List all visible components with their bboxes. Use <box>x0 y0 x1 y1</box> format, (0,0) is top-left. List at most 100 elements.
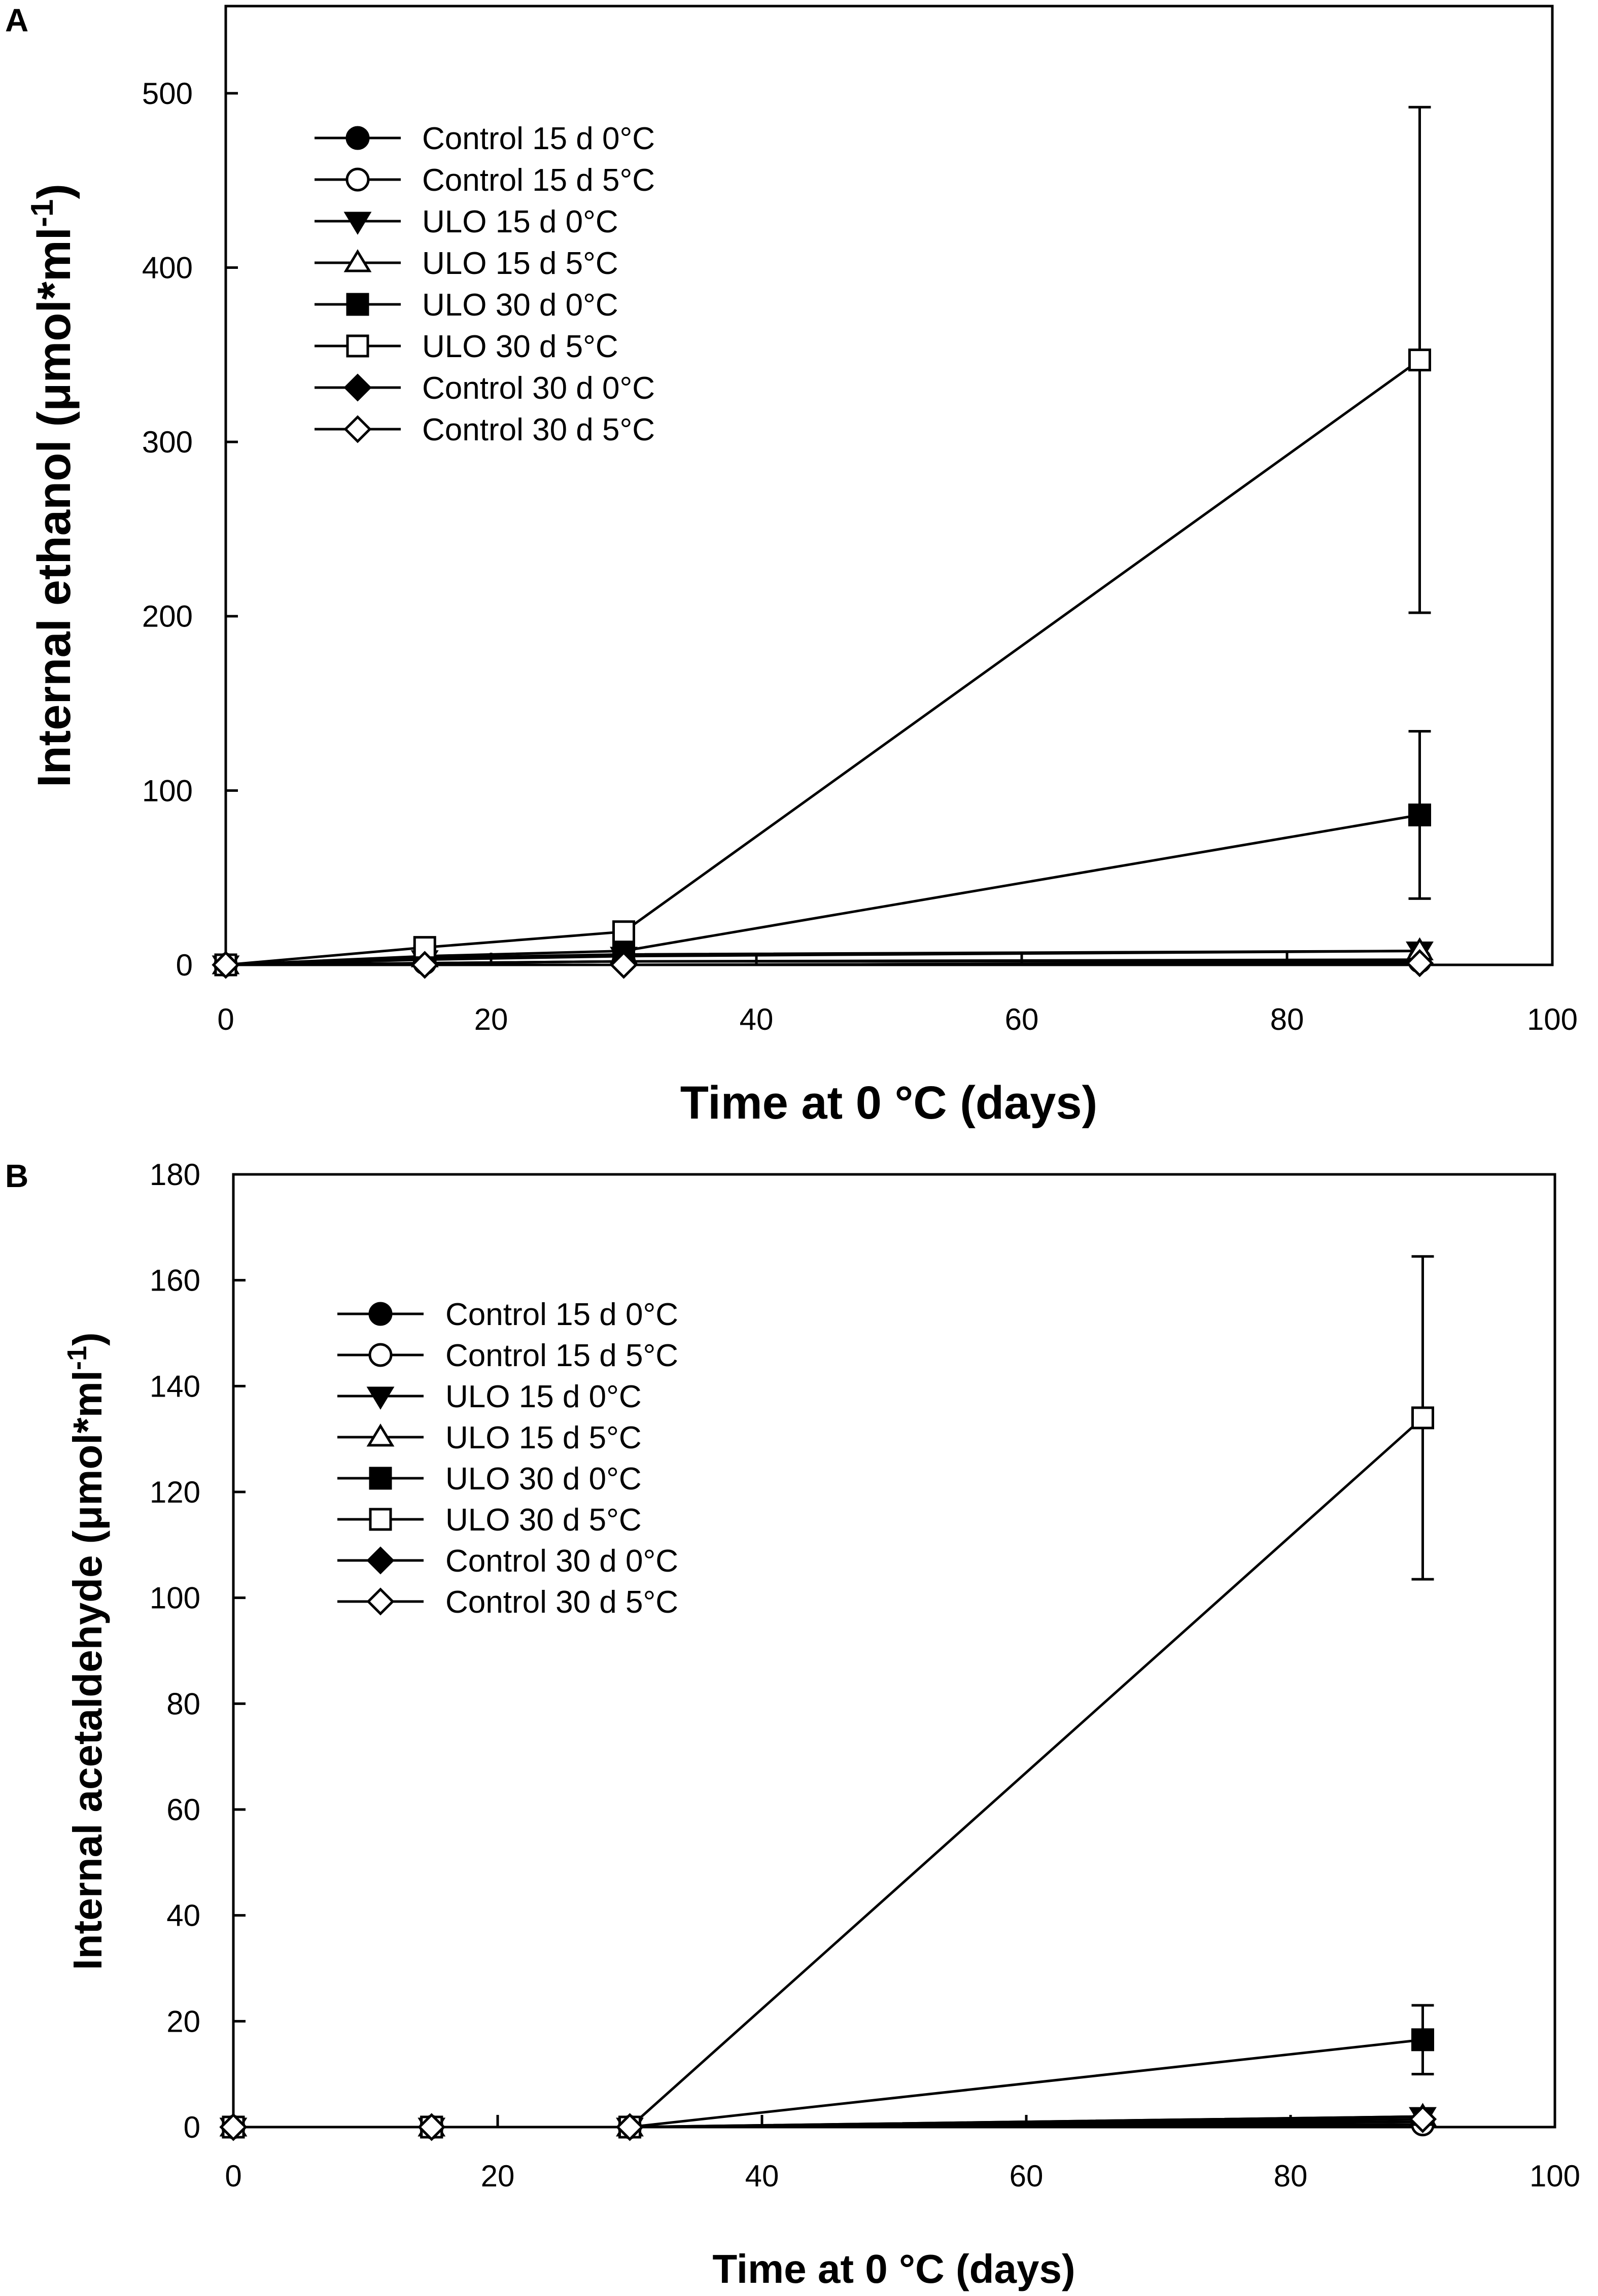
legend-label: Control 15 d 0°C <box>422 121 655 156</box>
legend-label: Control 30 d 0°C <box>422 371 655 406</box>
panel-a-legend-entry: Control 15 d 0°C <box>315 121 655 156</box>
panel-b-plot-frame <box>232 1173 1556 2129</box>
y-tick-label: 180 <box>150 1158 200 1192</box>
legend-marker-diamond-open <box>343 415 372 443</box>
legend-label: Control 30 d 0°C <box>445 1544 678 1579</box>
panel-a-legend: Control 15 d 0°C Control 15 d 5°C ULO 15… <box>315 121 655 447</box>
panel-a-legend-entry: ULO 15 d 5°C <box>315 246 618 281</box>
legend-marker-diamond-open <box>366 1587 395 1616</box>
legend-marker-square-filled <box>369 1467 392 1490</box>
x-tick-label: 0 <box>217 1002 234 1036</box>
panel-b-ticks: 0 20 40 60 80 100 120 140 160 180 0 20 40 60 80 100 <box>150 1158 1580 2193</box>
data-point-diamond <box>1405 949 1434 978</box>
legend-marker-square-open <box>346 334 369 358</box>
x-tick-label: 80 <box>1274 2159 1308 2193</box>
x-tick-label: 60 <box>1010 2159 1044 2193</box>
y-tick-label: 20 <box>166 2004 200 2038</box>
panel-a-legend-entry: ULO 30 d 5°C <box>315 329 618 364</box>
data-point-diamond <box>410 951 439 979</box>
data-point-square <box>1408 803 1431 826</box>
legend-label: Control 15 d 5°C <box>445 1338 678 1373</box>
panel-a-letter: A <box>5 2 28 39</box>
x-tick-label: 20 <box>481 2159 515 2193</box>
legend-label: ULO 30 d 0°C <box>445 1462 642 1497</box>
series-line <box>233 1417 1424 2129</box>
legend-marker-triangle-down-filled <box>366 1386 395 1410</box>
legend-marker-square-open <box>369 1508 392 1531</box>
panel-a-legend-entry: Control 15 d 5°C <box>315 163 655 198</box>
data-point-square <box>1411 1406 1434 1430</box>
series-line <box>233 2117 1423 2129</box>
x-tick-label: 0 <box>225 2159 241 2193</box>
y-tick-label: 0 <box>184 2110 200 2144</box>
data-point-diamond <box>418 2113 446 2141</box>
x-tick-label: 100 <box>1530 2159 1580 2193</box>
panel-b-legend-entry: Control 15 d 0°C <box>337 1297 678 1332</box>
legend-marker-circle-filled <box>345 126 370 150</box>
y-tick-label: 100 <box>150 1581 200 1615</box>
panel-b-x-axis-title: Time at 0 °C (days) <box>712 2246 1075 2291</box>
x-tick-label: 40 <box>740 1002 774 1036</box>
legend-label: Control 30 d 5°C <box>422 412 655 447</box>
legend-marker-triangle-up-open <box>343 249 372 272</box>
panel-b-legend-entry: ULO 15 d 5°C <box>337 1420 642 1455</box>
x-tick-label: 100 <box>1527 1002 1578 1036</box>
panel-a: A 0 100 200 300 400 500 0 20 40 60 80 100 Time at 0… <box>5 2 1578 1129</box>
y-tick-label: 0 <box>176 948 193 982</box>
series-line <box>225 359 1420 966</box>
legend-marker-square-filled <box>346 293 369 316</box>
y-tick-label: 60 <box>166 1793 200 1827</box>
data-point-square <box>1411 2028 1434 2051</box>
legend-label: ULO 30 d 0°C <box>422 288 618 323</box>
legend-marker-triangle-down-filled <box>343 212 372 235</box>
data-point-diamond <box>609 951 638 979</box>
legend-label: ULO 30 d 5°C <box>445 1503 642 1538</box>
legend-marker-circle-open <box>345 167 370 192</box>
y-tick-label: 80 <box>166 1687 200 1721</box>
data-point-diamond <box>212 951 240 979</box>
panel-b: B 0 20 40 60 80 100 120 140 160 180 0 20 40 60 80 100 T… <box>5 1158 1580 2291</box>
legend-label: ULO 15 d 5°C <box>422 246 618 281</box>
y-tick-label: 300 <box>142 425 193 459</box>
panel-b-legend-entry: ULO 15 d 0°C <box>337 1379 642 1414</box>
panel-b-y-axis-title: Internal acetaldehyde (μmol*ml-1) <box>62 1332 110 1970</box>
series-line <box>225 814 1420 966</box>
panel-b-legend: Control 15 d 0°C Control 15 d 5°C ULO 15… <box>337 1297 678 1620</box>
panel-a-legend-entry: Control 30 d 5°C <box>315 412 655 447</box>
y-tick-label: 200 <box>142 600 193 634</box>
y-tick-label: 120 <box>150 1475 200 1509</box>
legend-label: ULO 15 d 0°C <box>422 204 618 239</box>
series-line <box>233 2038 1423 2129</box>
panel-a-plot-area <box>212 106 1434 979</box>
data-point-diamond <box>1408 2105 1437 2133</box>
series-line <box>226 962 1420 966</box>
y-tick-label: 40 <box>166 1899 200 1933</box>
panel-b-legend-entry: Control 15 d 5°C <box>337 1338 678 1373</box>
legend-marker-triangle-up-open <box>366 1423 395 1447</box>
data-point-diamond <box>615 2113 644 2141</box>
legend-marker-diamond-filled <box>343 373 372 402</box>
legend-label: ULO 15 d 0°C <box>445 1379 642 1414</box>
y-tick-label: 400 <box>142 251 193 285</box>
data-point-square <box>1408 349 1431 372</box>
x-tick-label: 80 <box>1270 1002 1304 1036</box>
panel-b-letter: B <box>5 1158 28 1194</box>
legend-label: Control 15 d 0°C <box>445 1297 678 1332</box>
panel-a-y-axis-title: Internal ethanol (μmol*ml-1) <box>25 184 81 787</box>
panel-a-legend-entry: Control 30 d 0°C <box>315 371 655 406</box>
data-point-diamond <box>219 2113 248 2141</box>
legend-marker-diamond-filled <box>366 1546 395 1575</box>
y-tick-label: 140 <box>150 1369 200 1403</box>
panel-a-legend-entry: ULO 15 d 0°C <box>315 204 618 239</box>
panel-a-x-axis-title: Time at 0 °C (days) <box>680 1077 1097 1129</box>
y-tick-label: 100 <box>142 774 193 808</box>
panel-b-legend-entry: Control 30 d 5°C <box>337 1585 678 1620</box>
x-tick-label: 60 <box>1005 1002 1039 1036</box>
y-tick-label: 500 <box>142 77 193 111</box>
y-tick-label: 160 <box>150 1264 200 1298</box>
data-point-square <box>612 920 635 944</box>
panel-b-plot-area <box>219 1255 1437 2141</box>
x-tick-label: 20 <box>474 1002 508 1036</box>
legend-label: Control 30 d 5°C <box>445 1585 678 1620</box>
